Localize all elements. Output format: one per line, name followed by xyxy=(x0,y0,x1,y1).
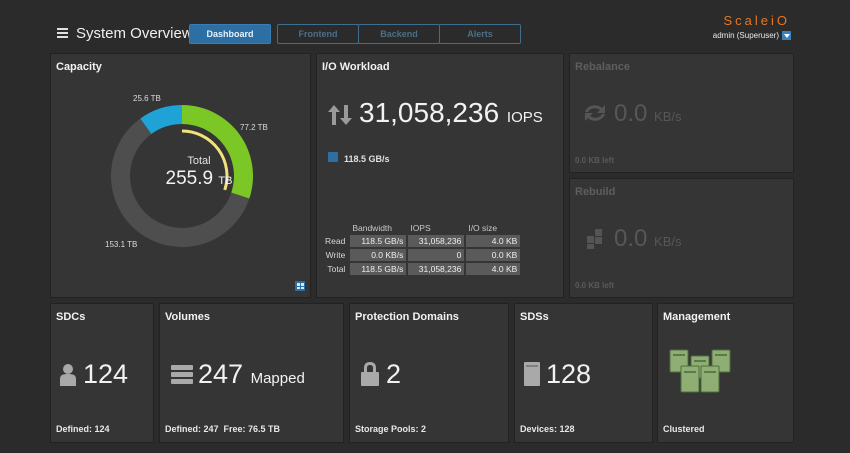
tab-frontend[interactable]: Frontend xyxy=(277,24,359,44)
sdcs-footer: Defined: 124 xyxy=(56,424,110,434)
rebalance-unit: KB/s xyxy=(654,109,682,124)
io-col-bandwidth: Bandwidth xyxy=(352,223,393,233)
management-panel[interactable]: Management Clustered xyxy=(657,303,794,443)
iops-unit: IOPS xyxy=(506,109,543,126)
rebalance-value: 0.0 KB/s xyxy=(614,100,682,128)
cluster-icon xyxy=(669,349,731,393)
capacity-total-label: Total xyxy=(187,155,211,167)
io-cell: 0.0 KB/s xyxy=(350,249,407,261)
sdcs-title: SDCs xyxy=(56,311,86,323)
io-arrows-icon xyxy=(328,105,352,125)
volumes-icon xyxy=(171,365,193,384)
user-name: admin (Superuser) xyxy=(712,31,779,40)
volumes-suffix: Mapped xyxy=(250,370,305,387)
sdss-panel[interactable]: SDSs 128 Devices: 128 xyxy=(514,303,653,443)
io-cell: 118.5 GB/s xyxy=(350,263,407,275)
rebalance-footer: 0.0 KB left xyxy=(575,156,615,165)
io-col-iosize: I/O size xyxy=(468,223,498,233)
volumes-panel[interactable]: Volumes 247 Mapped Defined: 247 Free: 76… xyxy=(159,303,344,443)
io-workload-panel: I/O Workload 31,058,236 IOPS 118.5 GB/s … xyxy=(316,53,564,298)
rebuild-unit: KB/s xyxy=(654,234,682,249)
capacity-total-number: 255.9 xyxy=(165,168,214,189)
capacity-panel: Capacity 25.6 TB 77.2 TB 153.1 TB Total … xyxy=(50,53,311,298)
user-menu[interactable]: admin (Superuser) xyxy=(713,31,791,40)
rebuild-title: Rebuild xyxy=(575,186,616,198)
volumes-footer: Defined: 247 Free: 76.5 TB xyxy=(165,424,281,434)
menu-icon[interactable] xyxy=(57,28,68,38)
rebuild-icon xyxy=(587,229,602,249)
donut-segment-2 xyxy=(140,105,182,134)
donut-segment-1 xyxy=(111,118,250,248)
sdcs-panel[interactable]: SDCs 124 Defined: 124 xyxy=(50,303,154,443)
sdcs-count: 124 xyxy=(83,359,129,389)
capacity-total-unit: TB xyxy=(218,175,233,187)
bandwidth-icon xyxy=(328,152,338,162)
top-header: System Overview Dashboard Frontend Backe… xyxy=(0,0,850,50)
io-row-label: Read xyxy=(325,236,346,246)
capacity-label-unused: 153.1 TB xyxy=(105,240,138,249)
rebuild-footer: 0.0 KB left xyxy=(575,281,615,290)
bandwidth-value: 118.5 GB/s xyxy=(344,154,390,164)
donut-segment-0 xyxy=(182,105,253,199)
user-icon xyxy=(60,364,76,386)
io-col-iops: IOPS xyxy=(410,223,431,233)
capacity-donut-chart xyxy=(111,105,253,248)
lock-icon xyxy=(361,362,379,386)
io-table: Bandwidth IOPS I/O size Read 118.5 GB/s … xyxy=(323,221,522,277)
io-cell: 0.0 KB xyxy=(466,249,521,261)
tab-dashboard[interactable]: Dashboard xyxy=(189,24,271,44)
volumes-title: Volumes xyxy=(165,311,211,323)
iops-value: 31,058,236 IOPS xyxy=(359,97,543,129)
io-cell: 31,058,236 xyxy=(408,263,465,275)
io-workload-title: I/O Workload xyxy=(322,61,390,73)
tab-alerts[interactable]: Alerts xyxy=(439,24,521,44)
protection-domains-panel[interactable]: Protection Domains 2 Storage Pools: 2 xyxy=(349,303,509,443)
tab-backend[interactable]: Backend xyxy=(358,24,440,44)
capacity-total-value: 255.9 TB xyxy=(139,168,259,190)
capacity-label-used: 77.2 TB xyxy=(240,123,268,132)
io-cell: 31,058,236 xyxy=(408,235,465,247)
io-row-label: Write xyxy=(325,250,346,260)
capacity-title: Capacity xyxy=(56,61,102,73)
sdss-footer: Devices: 128 xyxy=(520,424,575,434)
sdss-count: 128 xyxy=(546,359,592,389)
io-row-label: Total xyxy=(327,264,346,274)
rebalance-icon xyxy=(585,105,605,121)
sdss-title: SDSs xyxy=(520,311,549,323)
io-cell: 4.0 KB xyxy=(466,263,521,275)
protection-domains-title: Protection Domains xyxy=(355,311,459,323)
rebalance-panel: Rebalance 0.0 KB/s 0.0 KB left xyxy=(569,53,794,173)
io-cell: 0 xyxy=(408,249,465,261)
io-table-header: Bandwidth IOPS I/O size xyxy=(325,223,520,233)
grid-icon[interactable] xyxy=(295,281,305,291)
rebalance-number: 0.0 xyxy=(614,100,648,127)
protection-domains-count: 2 xyxy=(386,359,402,389)
table-row: Write 0.0 KB/s 0 0.0 KB xyxy=(325,249,521,261)
protection-domains-footer: Storage Pools: 2 xyxy=(355,424,427,434)
donut-inner-arc xyxy=(181,129,229,191)
table-row: Total 118.5 GB/s 31,058,236 4.0 KB xyxy=(325,263,521,275)
management-title: Management xyxy=(663,311,731,323)
management-footer: Clustered xyxy=(663,424,705,434)
rebalance-title: Rebalance xyxy=(575,61,631,73)
iops-number: 31,058,236 xyxy=(359,97,500,128)
io-cell: 4.0 KB xyxy=(466,235,521,247)
page-title: System Overview xyxy=(76,25,193,42)
io-cell: 118.5 GB/s xyxy=(350,235,407,247)
rebuild-panel: Rebuild 0.0 KB/s 0.0 KB left xyxy=(569,178,794,298)
table-row: Read 118.5 GB/s 31,058,236 4.0 KB xyxy=(325,235,521,247)
rebuild-number: 0.0 xyxy=(614,225,648,252)
volumes-count: 247 Mapped xyxy=(198,359,305,390)
rebuild-value: 0.0 KB/s xyxy=(614,225,682,253)
volumes-number: 247 xyxy=(198,359,244,389)
brand-logo: ScaleiO xyxy=(723,13,790,28)
capacity-label-free: 25.6 TB xyxy=(133,94,161,103)
chevron-down-icon[interactable] xyxy=(782,31,791,40)
server-icon xyxy=(524,362,540,386)
io-header-blank xyxy=(325,223,348,233)
